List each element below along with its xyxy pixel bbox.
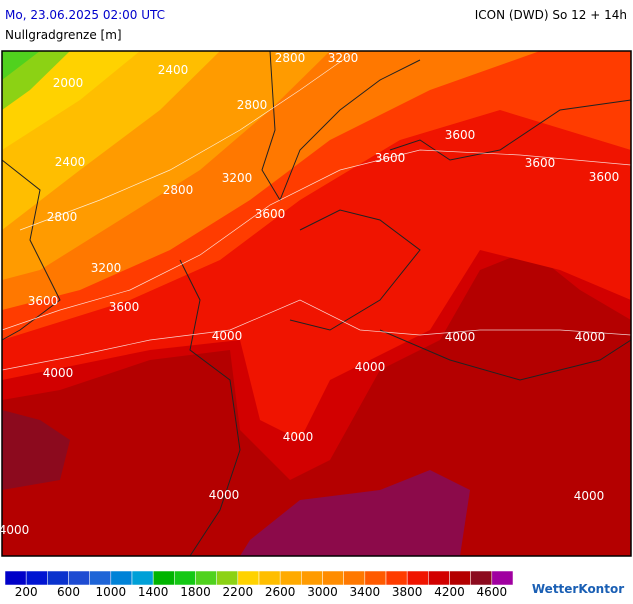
legend-swatch	[152, 570, 175, 586]
legend-swatch	[110, 570, 133, 586]
subtitle: Nullgradgrenze [m]	[5, 28, 122, 42]
legend-swatch	[131, 570, 154, 586]
contour-label: 4000	[43, 366, 74, 380]
legend-swatch	[428, 570, 450, 586]
contour-label: 3200	[222, 171, 253, 185]
contour-label: 2800	[163, 183, 194, 197]
legend-tick-label: 2200	[223, 585, 254, 599]
legend-swatch	[449, 570, 471, 586]
legend-swatch	[4, 570, 27, 586]
contour-label: 4000	[212, 329, 243, 343]
legend-swatch	[68, 570, 90, 586]
legend-tick-label: 3400	[350, 585, 381, 599]
legend-swatch	[301, 570, 323, 586]
contour-label: 3600	[255, 207, 286, 221]
legend-tick-label: 4200	[434, 585, 465, 599]
contour-label: 4000	[283, 430, 314, 444]
contour-labels: 2800 3200 2400 2000 2800 3600 3600 3600 3600 3200…	[0, 51, 619, 537]
logo: WetterKontor	[532, 582, 624, 596]
legend-tick-label: 3800	[392, 585, 423, 599]
contour-label: 2000	[53, 76, 84, 90]
legend-swatch	[258, 570, 281, 586]
legend-swatch	[470, 570, 493, 586]
legend-tick-label: 1000	[96, 585, 127, 599]
model: ICON (DWD) So 12 + 14h	[475, 8, 627, 22]
legend-tick-label: 1400	[138, 585, 169, 599]
contour-label: 3200	[91, 261, 122, 275]
legend-swatch	[216, 570, 239, 586]
contour-label: 4000	[355, 360, 386, 374]
contour-label: 3600	[445, 128, 476, 142]
legend-tick-label: 600	[57, 585, 80, 599]
contour-label: 4000	[209, 488, 240, 502]
legend-swatch	[89, 570, 112, 586]
contour-label: 3200	[328, 51, 359, 65]
contour-label: 2800	[237, 98, 268, 112]
contour-label: 2800	[47, 210, 78, 224]
legend-tick-label: 1800	[180, 585, 211, 599]
contour-label: 4000	[575, 330, 606, 344]
contour-label: 4000	[574, 489, 605, 503]
legend-swatch	[237, 570, 260, 586]
contour-label: 2800	[275, 51, 306, 65]
contour-label: 2400	[158, 63, 189, 77]
contour-label: 3600	[375, 151, 406, 165]
legend-swatch	[174, 570, 196, 586]
legend-tick-label: 3000	[307, 585, 338, 599]
color-legend: 200 600 1000 1400 1800 2200 2600 3000 3400 3800 42…	[4, 570, 514, 599]
legend-tick-label: 200	[15, 585, 38, 599]
map	[1, 50, 632, 557]
legend-swatch	[195, 570, 217, 586]
contour-label: 3600	[28, 294, 59, 308]
legend-swatch	[406, 570, 429, 586]
legend-swatch	[322, 570, 344, 586]
legend-swatch	[343, 570, 366, 586]
date: Mo, 23.06.2025 02:00 UTC	[5, 8, 165, 22]
contour-label: 3600	[525, 156, 556, 170]
contour-label: 4000	[0, 523, 29, 537]
legend-swatch	[279, 570, 302, 586]
contour-label: 3600	[109, 300, 140, 314]
contour-label: 3600	[589, 170, 620, 184]
legend-swatch	[364, 570, 387, 586]
legend-tick-label: 4600	[477, 585, 508, 599]
contour-label: 4000	[445, 330, 476, 344]
contour-label: 2400	[55, 155, 86, 169]
legend-swatch	[47, 570, 69, 586]
legend-swatch	[491, 570, 514, 586]
legend-swatch	[25, 570, 48, 586]
legend-swatch	[385, 570, 408, 586]
legend-tick-label: 2600	[265, 585, 296, 599]
